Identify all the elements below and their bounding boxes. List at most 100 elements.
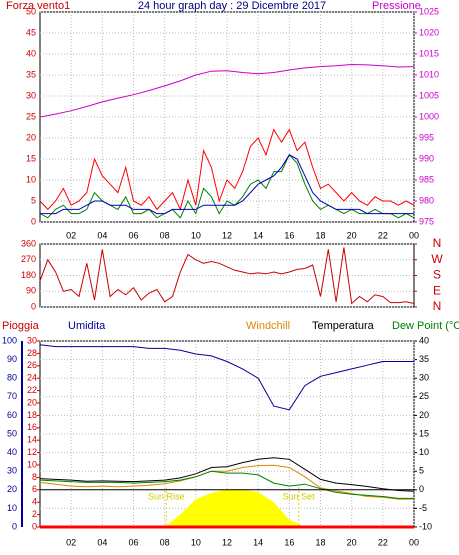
y2-tick-label: N [433, 236, 442, 250]
y2-tick-label: 1010 [419, 69, 439, 79]
chart-title: 24 hour graph day : 29 Dicembre 2017 [138, 0, 326, 12]
y-tick-label: 50 [26, 6, 36, 16]
y-tick-label: 35 [26, 69, 36, 79]
windchill-label: Windchill [246, 320, 290, 332]
y2-tick-label: 20 [419, 410, 429, 420]
line [39, 464, 414, 500]
y-tick-label: 0 [31, 216, 36, 226]
y-tick-label: 100 [2, 335, 17, 345]
y3-tick-label: 0 [32, 521, 37, 531]
x-tick-label: 16 [284, 537, 294, 547]
x-tick-label: 12 [222, 230, 232, 240]
y2-tick-label: 995 [419, 132, 434, 142]
y3-tick-label: 26 [27, 360, 37, 370]
x-tick-label: 00 [409, 230, 419, 240]
y2-tick-label: 990 [419, 153, 434, 163]
x-tick-label: 18 [315, 230, 325, 240]
y3-tick-label: 14 [27, 435, 37, 445]
y-tick-label: 30 [26, 90, 36, 100]
y3-tick-label: 20 [27, 397, 37, 407]
y3-tick-label: 12 [27, 447, 37, 457]
y-tick-label: 90 [26, 286, 36, 296]
x-tick-label: 22 [378, 230, 388, 240]
y-tick-label: 45 [26, 27, 36, 37]
x-tick-label: 06 [128, 230, 138, 240]
y3-tick-label: 22 [27, 385, 37, 395]
x-tick-label: 04 [97, 230, 107, 240]
y2-tick-label: 5 [419, 466, 424, 476]
y3-tick-label: 8 [32, 472, 37, 482]
y2-tick-label: 10 [419, 447, 429, 457]
y-tick-label: 360 [21, 238, 36, 248]
x-tick-label: 22 [378, 537, 388, 547]
y-tick-label: 10 [26, 174, 36, 184]
y3-tick-label: 10 [27, 459, 37, 469]
y-tick-label: 90 [7, 354, 17, 364]
y2-tick-label: 985 [419, 174, 434, 184]
y3-tick-label: 2 [32, 509, 37, 519]
y-tick-label: 10 [7, 503, 17, 513]
y3-tick-label: 6 [32, 484, 37, 494]
dewpoint-label: Dew Point (°C [392, 320, 459, 332]
y3-tick-label: 24 [27, 373, 37, 383]
y2-tick-label: 15 [419, 428, 429, 438]
rain-label: Pioggia [2, 320, 40, 332]
y3-tick-label: 4 [32, 497, 37, 507]
y3-tick-label: 16 [27, 422, 37, 432]
y-tick-label: 40 [26, 48, 36, 58]
y-tick-label: 60 [7, 410, 17, 420]
line [39, 457, 415, 492]
x-tick-label: 20 [347, 230, 357, 240]
x-tick-label: 14 [253, 537, 263, 547]
x-tick-label: 10 [191, 230, 201, 240]
y-tick-label: 0 [12, 521, 17, 531]
y-tick-label: 25 [26, 111, 36, 121]
y3-tick-label: 30 [27, 335, 37, 345]
x-tick-label: 10 [191, 537, 201, 547]
x-tick-label: 12 [222, 537, 232, 547]
y-tick-label: 70 [7, 391, 17, 401]
x-tick-label: 08 [160, 537, 170, 547]
y-tick-label: 0 [31, 301, 36, 311]
y2-tick-label: 980 [419, 195, 434, 205]
y2-tick-label: -5 [419, 503, 427, 513]
x-tick-label: 02 [66, 537, 76, 547]
x-tick-label: 00 [409, 537, 419, 547]
area [40, 489, 414, 527]
y2-tick-label: 1000 [419, 111, 439, 121]
y-tick-label: 270 [21, 254, 36, 264]
x-tick-label: 08 [160, 230, 170, 240]
y-tick-label: 40 [7, 447, 17, 457]
y-tick-label: 20 [26, 132, 36, 142]
y2-tick-label: -10 [419, 521, 432, 531]
y3-tick-label: 28 [27, 348, 37, 358]
y3-tick-label: 18 [27, 410, 37, 420]
y2-tick-label: 1005 [419, 90, 439, 100]
wind-label: Forza vento1 [6, 0, 70, 12]
y2-tick-label: W [431, 252, 443, 266]
line [39, 247, 415, 305]
y-tick-label: 80 [7, 373, 17, 383]
y2-tick-label: 1015 [419, 48, 439, 58]
y2-tick-label: 1025 [419, 6, 439, 16]
y2-tick-label: 35 [419, 354, 429, 364]
y2-tick-label: S [433, 268, 441, 282]
line [39, 63, 415, 118]
humidity-label: Umidita [68, 320, 106, 332]
line [40, 154, 414, 215]
y2-tick-label: 1020 [419, 27, 439, 37]
x-tick-label: 04 [97, 537, 107, 547]
y2-tick-label: 25 [419, 391, 429, 401]
y-tick-label: 15 [26, 153, 36, 163]
y-tick-label: 5 [31, 195, 36, 205]
annotation: Sun Rise [148, 491, 185, 501]
line [39, 344, 414, 411]
x-tick-label: 06 [128, 537, 138, 547]
annotation: Sun Set [283, 491, 316, 501]
y-tick-label: 50 [7, 428, 17, 438]
y2-tick-label: 30 [419, 373, 429, 383]
temperature-label: Temperatura [312, 320, 375, 332]
x-tick-label: 14 [253, 230, 263, 240]
y-tick-label: 30 [7, 466, 17, 476]
